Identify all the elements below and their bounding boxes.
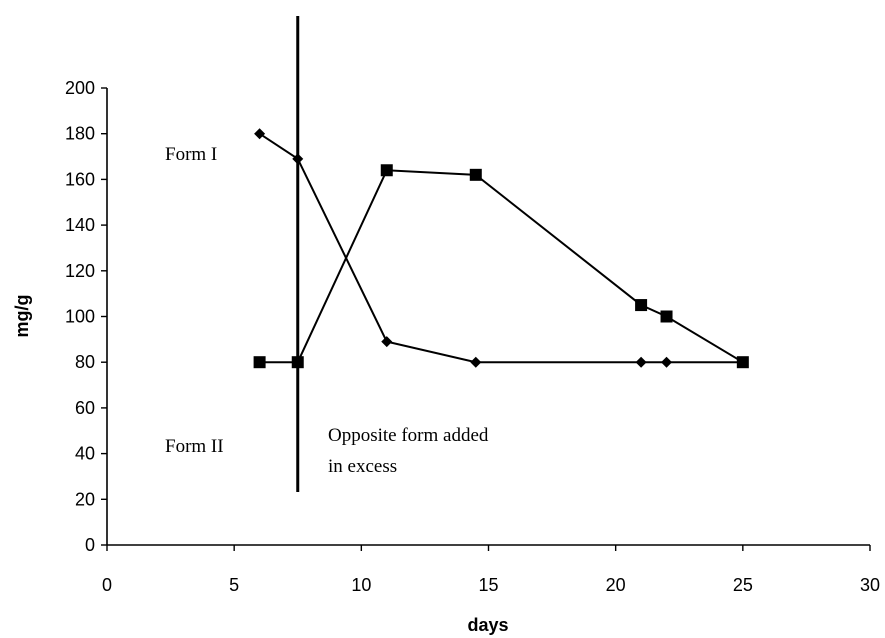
x-tick-label: 25 [733,575,753,595]
y-tick-label: 120 [65,261,95,281]
x-tick-label: 0 [102,575,112,595]
y-tick-label: 140 [65,215,95,235]
x-axis-title: days [467,615,508,635]
data-point-square [660,310,673,323]
y-axis-title: mg/g [12,295,32,338]
opposite-form-annotation-line-2: in excess [328,456,397,477]
series-line [259,169,744,364]
y-tick-label: 100 [65,307,95,327]
data-point-square [635,299,648,312]
data-point-diamond [292,153,304,165]
y-tick-label: 0 [85,535,95,555]
x-tick-label: 10 [351,575,371,595]
y-tick-label: 60 [75,398,95,418]
y-tick-label: 40 [75,444,95,464]
data-point-square [469,168,482,181]
x-tick-label: 20 [606,575,626,595]
data-point-square [380,164,393,177]
series-2 [253,164,749,369]
data-point-diamond [254,128,266,140]
x-tick-label: 30 [860,575,880,595]
data-point-diamond [470,356,482,368]
data-point-square [253,356,266,369]
y-ticks: 0 20 40 60 80 100 120 140 160 180 200 [65,78,107,555]
data-point-square [736,356,749,369]
series-1 [254,128,749,368]
data-point-diamond [661,356,673,368]
series-line [259,132,743,364]
opposite-form-annotation-line-1: Opposite form added [328,425,489,446]
series-layer [253,128,749,369]
data-point-square [291,356,304,369]
form-2-label: Form II [165,436,224,457]
y-tick-label: 20 [75,489,95,509]
x-tick-label: 15 [478,575,498,595]
x-ticks: 0 5 10 15 20 25 30 [102,545,880,595]
data-point-diamond [635,356,647,368]
data-point-diamond [381,336,393,348]
x-tick-label: 5 [229,575,239,595]
y-tick-label: 160 [65,169,95,189]
y-tick-label: 80 [75,352,95,372]
form-1-label: Form I [165,144,217,165]
y-tick-label: 200 [65,78,95,98]
y-tick-label: 180 [65,124,95,144]
